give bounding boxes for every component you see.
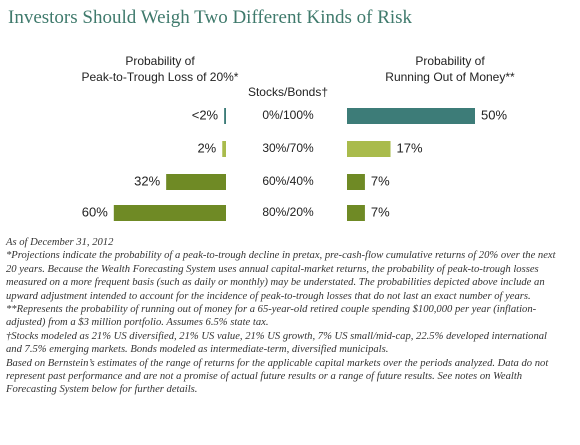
value-label: 2% <box>197 140 216 155</box>
note: *Projections indicate the probability of… <box>6 250 556 302</box>
bar <box>347 141 391 157</box>
value-label: 7% <box>371 173 390 188</box>
bar <box>222 141 226 157</box>
value-label: 50% <box>481 107 507 122</box>
chart-title: Investors Should Weigh Two Different Kin… <box>8 7 413 28</box>
note: Based on Bernstein’s estimates of the ra… <box>6 357 549 396</box>
bar <box>347 174 365 190</box>
panel-title: Peak-to-Trough Loss of 20%* <box>82 70 239 84</box>
value-label: 32% <box>134 173 160 188</box>
notes: As of December 31, 2012 *Projections indi… <box>6 236 562 397</box>
category-label: 30%/70% <box>262 141 314 155</box>
value-label: 17% <box>397 140 423 155</box>
note: As of December 31, 2012 <box>6 237 114 248</box>
note: **Represents the probability of running … <box>6 304 537 329</box>
category-header: Stocks/Bonds† <box>248 85 328 99</box>
bar <box>113 205 226 221</box>
chart: Investors Should Weigh Two Different Kin… <box>8 7 515 221</box>
panel-title: Running Out of Money** <box>385 70 515 84</box>
value-label: <2% <box>192 107 219 122</box>
bar <box>224 108 226 124</box>
panel-title: Probability of <box>125 54 195 68</box>
category-label: 60%/40% <box>262 174 314 188</box>
value-label: 60% <box>82 204 108 219</box>
category-label: 80%/20% <box>262 205 314 219</box>
category-label: 0%/100% <box>262 108 314 122</box>
panel-title: Probability of <box>415 54 485 68</box>
note: †Stocks modeled as 21% US diversified, 2… <box>6 330 547 356</box>
value-label: 7% <box>371 204 390 219</box>
bar <box>347 108 475 124</box>
bar <box>166 174 226 190</box>
bar <box>347 205 365 221</box>
